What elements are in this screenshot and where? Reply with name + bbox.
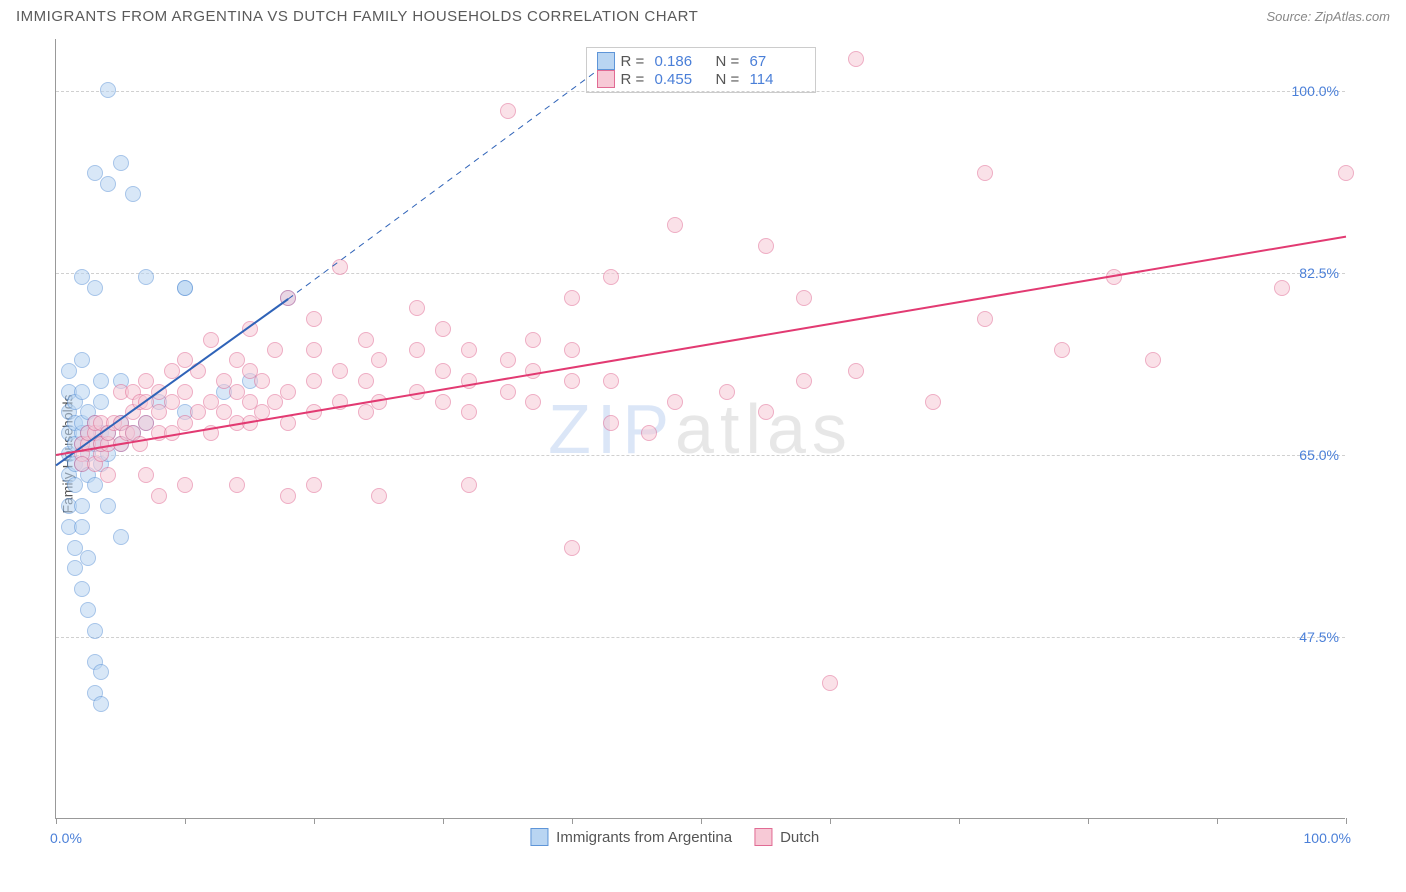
plot-region: ZIPatlas R =0.186N =67R =0.455N =114 Imm… <box>55 39 1345 819</box>
x-axis-min-label: 0.0% <box>50 830 82 846</box>
source-label: Source: ZipAtlas.com <box>1266 9 1390 24</box>
legend-swatch-argentina <box>530 828 548 846</box>
legend-item-dutch: Dutch <box>754 828 819 846</box>
trendline-argentina-extrapolated <box>288 70 598 299</box>
chart-title: IMMIGRANTS FROM ARGENTINA VS DUTCH FAMIL… <box>16 8 698 25</box>
legend-label-dutch: Dutch <box>780 829 819 846</box>
legend-swatch-dutch <box>754 828 772 846</box>
trendline-argentina <box>56 299 288 465</box>
trendline-dutch <box>56 237 1346 455</box>
series-legend: Immigrants from Argentina Dutch <box>530 828 819 846</box>
legend-item-argentina: Immigrants from Argentina <box>530 828 732 846</box>
x-axis-max-label: 100.0% <box>1304 830 1351 846</box>
chart-header: IMMIGRANTS FROM ARGENTINA VS DUTCH FAMIL… <box>0 0 1406 29</box>
chart-area: Family Households ZIPatlas R =0.186N =67… <box>0 29 1406 879</box>
x-tick-mark <box>1346 818 1347 824</box>
legend-label-argentina: Immigrants from Argentina <box>556 829 732 846</box>
trendlines <box>56 39 1346 819</box>
